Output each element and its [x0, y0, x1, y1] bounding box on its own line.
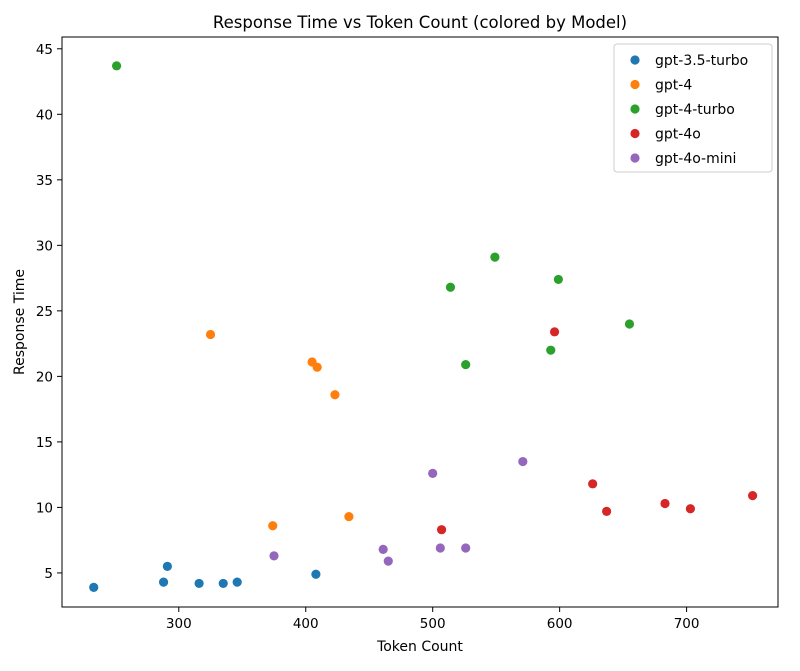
data-point — [748, 491, 758, 501]
data-point — [461, 359, 471, 370]
legend-box — [613, 43, 773, 173]
legend-label: gpt-4o — [655, 127, 701, 143]
y-tick-label: 20 — [36, 369, 53, 385]
legend-marker — [630, 153, 640, 163]
x-tick-label: 400 — [293, 616, 319, 632]
legend-marker — [630, 128, 640, 139]
data-point — [269, 551, 279, 561]
data-point — [428, 468, 438, 478]
y-tick-label: 10 — [36, 500, 53, 516]
y-tick-label: 35 — [36, 173, 53, 189]
data-point — [624, 319, 635, 329]
data-point — [518, 456, 528, 467]
data-point — [685, 504, 696, 514]
data-point — [553, 274, 563, 285]
y-tick-label: 5 — [44, 566, 53, 582]
data-point — [111, 61, 122, 71]
y-tick-label: 45 — [36, 42, 53, 58]
data-point — [435, 543, 445, 553]
plot-frame — [61, 36, 779, 608]
data-point — [218, 578, 228, 589]
series-gpt-4o-mini — [269, 456, 528, 566]
legend-label: gpt-3.5-turbo — [655, 53, 748, 69]
legend-marker — [630, 104, 640, 114]
plot-area: 300 400 500 600 700 5 10 15 20 25 30 35 40 45 — [36, 36, 779, 632]
y-tick-label: 15 — [36, 435, 53, 451]
data-point — [383, 556, 393, 566]
data-point — [660, 498, 670, 509]
series-gpt-3.5-turbo — [89, 561, 321, 592]
data-point — [312, 362, 322, 372]
x-tick-label: 700 — [674, 616, 700, 632]
x-tick-label: 600 — [547, 616, 573, 632]
series-gpt-4-turbo — [111, 61, 635, 370]
legend-label: gpt-4-turbo — [655, 102, 735, 118]
x-axis-label: Token Count — [376, 639, 463, 655]
data-point — [378, 544, 388, 554]
legend: gpt-3.5-turbo gpt-4 gpt-4-turbo gpt-4o gpt-4… — [613, 43, 773, 173]
series-gpt-4 — [205, 329, 354, 531]
y-tick-label: 30 — [36, 238, 53, 254]
data-point — [602, 506, 612, 516]
data-point — [436, 525, 447, 535]
data-point — [268, 521, 278, 531]
data-point — [162, 561, 172, 571]
data-point — [588, 479, 598, 489]
data-point — [158, 577, 169, 587]
data-point — [549, 327, 560, 337]
data-point — [205, 329, 216, 340]
legend-marker — [630, 79, 640, 90]
y-axis-label: Response Time — [12, 269, 28, 375]
data-point — [330, 390, 340, 400]
data-point — [546, 345, 556, 355]
legend-label: gpt-4o-mini — [655, 151, 736, 167]
x-tick-label: 300 — [166, 616, 192, 632]
legend-label: gpt-4 — [655, 78, 692, 94]
data-point — [232, 577, 242, 587]
data-point — [89, 582, 99, 592]
data-point — [194, 578, 204, 589]
chart-title: Response Time vs Token Count (colored by… — [213, 13, 627, 32]
y-tick-label: 40 — [36, 107, 53, 123]
legend-marker — [630, 55, 640, 65]
data-point — [445, 282, 456, 292]
data-point — [311, 569, 321, 579]
y-tick-label: 25 — [36, 304, 53, 320]
series-gpt-4o — [436, 327, 758, 535]
data-point — [461, 543, 471, 553]
data-point — [344, 511, 354, 522]
x-tick-label: 500 — [420, 616, 446, 632]
data-point — [490, 252, 500, 262]
